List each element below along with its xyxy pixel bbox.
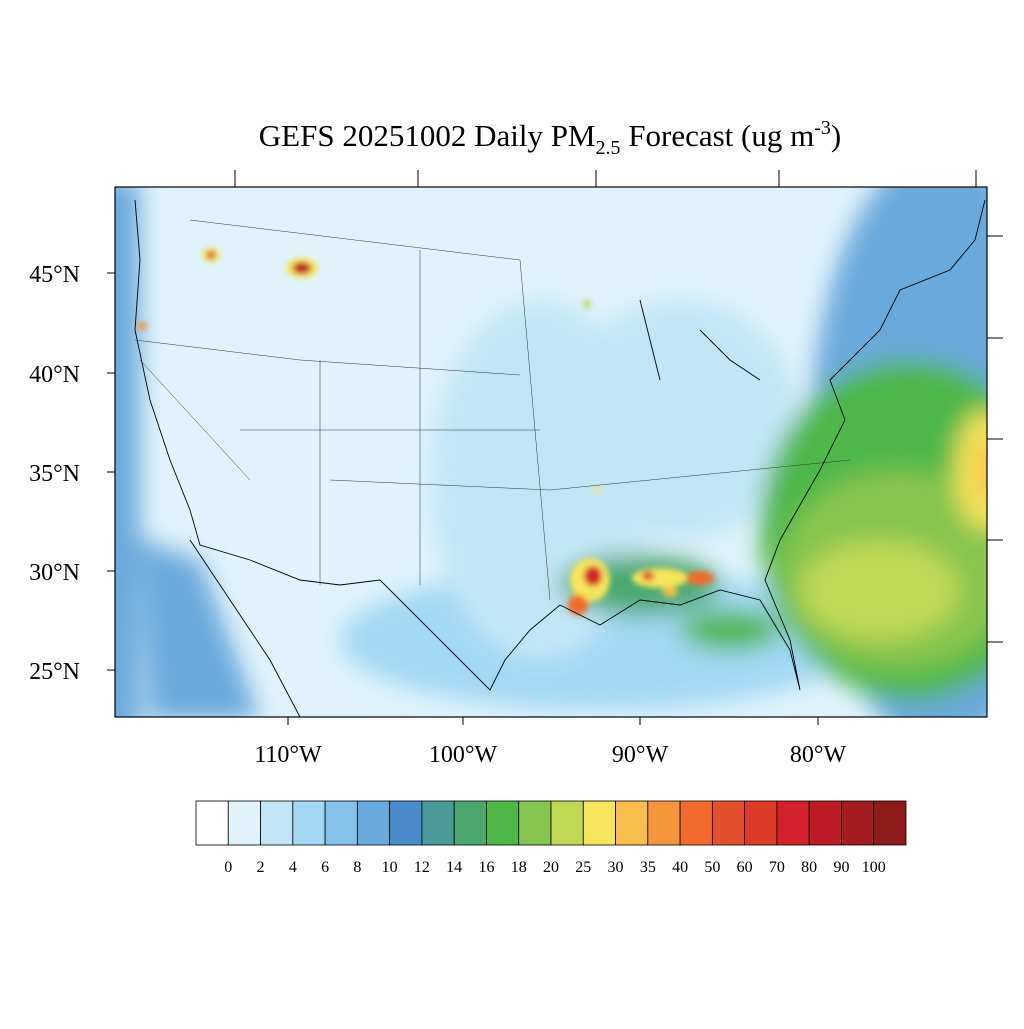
lon-label: 90°W	[612, 742, 669, 768]
colorbar-label: 2	[257, 859, 265, 876]
colorbar-box	[356, 800, 391, 846]
colorbar-label: 10	[382, 859, 398, 876]
lon-label: 80°W	[790, 742, 847, 768]
colorbar: 0 2 4 6 8 10 12 14 16 18 20 25 30 35 40 50 60 70 80 90 100	[195, 800, 907, 876]
lon-label: 100°W	[429, 742, 498, 768]
colorbar-box	[776, 800, 810, 846]
lat-label: 25°N	[29, 659, 80, 685]
colorbar-box	[550, 800, 584, 846]
colorbar-label: 90	[833, 859, 849, 876]
colorbar-box	[260, 800, 294, 846]
colorbar-label: 25	[575, 859, 591, 876]
colorbar-box	[615, 800, 649, 846]
colorbar-box	[679, 800, 713, 846]
colorbar-label: 30	[608, 859, 624, 876]
colorbar-label: 16	[478, 859, 494, 876]
colorbar-box	[324, 800, 358, 846]
colorbar-box	[711, 800, 746, 846]
map-frame	[114, 186, 988, 718]
colorbar-box	[647, 800, 681, 846]
colorbar-label: 70	[769, 859, 785, 876]
colorbar-box	[227, 800, 261, 846]
colorbar-label: 0	[224, 859, 232, 876]
colorbar-label: 8	[353, 859, 361, 876]
colorbar-label: 60	[737, 859, 753, 876]
state-borders	[134, 219, 851, 601]
colorbar-box	[292, 800, 326, 846]
colorbar-box	[421, 800, 455, 846]
colorbar-box	[389, 800, 423, 846]
colorbar-box	[808, 800, 842, 846]
colorbar-label: 4	[289, 859, 297, 876]
colorbar-label: 12	[414, 859, 430, 876]
colorbar-box	[518, 800, 552, 846]
frame-ticks	[107, 170, 1003, 725]
lat-label: 45°N	[29, 262, 80, 288]
lat-label: 30°N	[29, 560, 80, 586]
colorbar-box	[873, 800, 907, 846]
map-field	[115, 187, 987, 717]
coastlines	[134, 199, 986, 717]
colorbar-box	[195, 800, 229, 846]
lon-label: 110°W	[254, 742, 322, 768]
colorbar-label: 14	[446, 859, 462, 876]
colorbar-label: 6	[321, 859, 329, 876]
lat-label: 35°N	[29, 461, 80, 487]
colorbar-label: 80	[801, 859, 817, 876]
colorbar-box	[582, 800, 616, 846]
lat-label: 40°N	[29, 362, 80, 388]
colorbar-box	[453, 800, 487, 846]
colorbar-box	[486, 800, 520, 846]
colorbar-label: 18	[511, 859, 527, 876]
colorbar-box	[841, 800, 875, 846]
colorbar-label: 35	[640, 859, 656, 876]
colorbar-label: 100	[862, 859, 886, 876]
colorbar-label: 20	[543, 859, 559, 876]
colorbar-label: 40	[672, 859, 688, 876]
colorbar-box	[744, 800, 778, 846]
title: GEFS 20251002 Daily PM2.5 Forecast (ug m…	[259, 117, 841, 159]
colorbar-label: 50	[704, 859, 720, 876]
